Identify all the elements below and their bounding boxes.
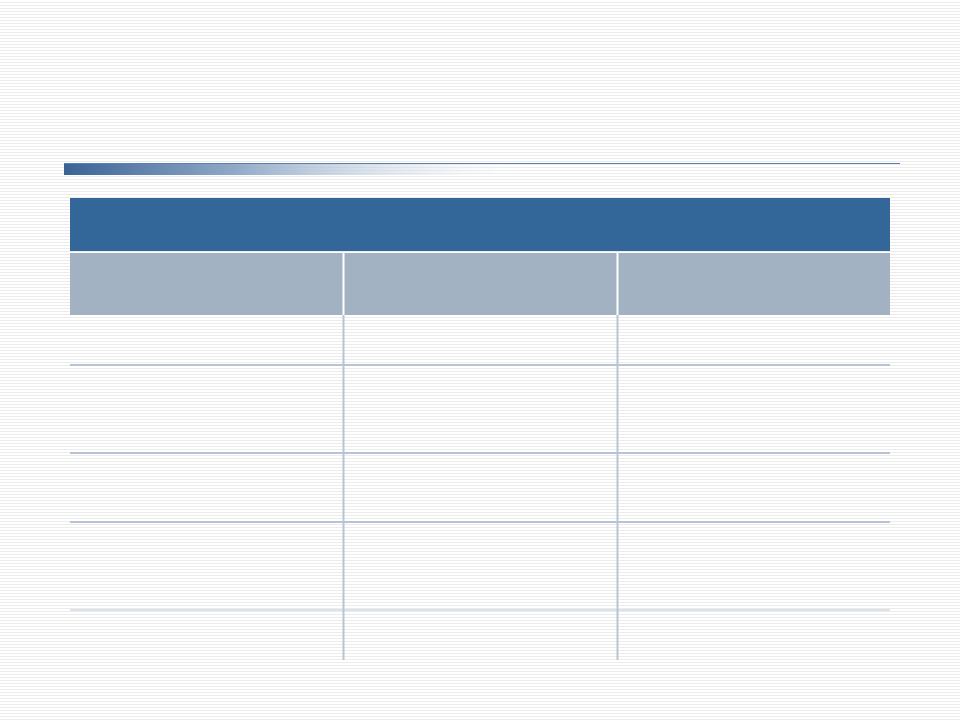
row-dividers — [70, 364, 890, 611]
column-dividers — [342, 315, 619, 660]
title-accent-bar — [64, 164, 544, 175]
table-header-row — [70, 198, 890, 251]
table — [70, 198, 890, 660]
table-subheader-row — [70, 253, 890, 315]
